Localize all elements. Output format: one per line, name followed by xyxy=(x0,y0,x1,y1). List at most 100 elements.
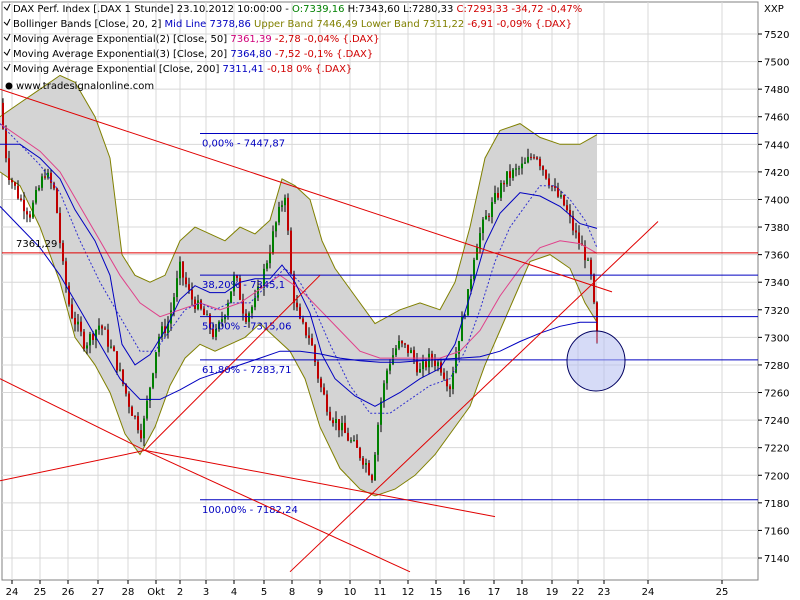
candle-body xyxy=(329,411,331,420)
candle-body xyxy=(287,197,289,231)
legend-row: DAX Perf. Index [.DAX 1 Stunde] 23.10.20… xyxy=(13,4,582,15)
candle-body xyxy=(137,416,139,431)
candle-body xyxy=(419,369,421,373)
legend-part: DAX Perf. Index [.DAX 1 Stunde] 23.10.20… xyxy=(13,4,292,15)
series-check-icon xyxy=(3,3,11,11)
candle-body xyxy=(551,185,553,187)
candle-body xyxy=(143,418,145,439)
y-tick-label: 7520 xyxy=(764,30,789,41)
candle-body xyxy=(242,299,244,314)
candle-body xyxy=(38,187,40,190)
candle-body xyxy=(398,341,400,349)
legend-part: Upper Band 7446,49 Lower Band 7311,22 xyxy=(254,19,464,30)
candle-body xyxy=(209,314,211,329)
candle-body xyxy=(290,230,292,274)
candle-body xyxy=(227,302,229,316)
candle-body xyxy=(401,341,403,344)
candle-body xyxy=(515,168,517,170)
y-tick-label: 7340 xyxy=(764,278,789,289)
y-tick-label: 7360 xyxy=(764,251,789,262)
legend-row: Moving Average Exponential(2) [Close, 50… xyxy=(13,34,380,45)
y-tick-label: 7220 xyxy=(764,444,789,455)
candle-body xyxy=(29,214,31,218)
candle-body xyxy=(395,348,397,356)
candle-body xyxy=(527,156,529,163)
candle-body xyxy=(362,458,364,465)
candle-body xyxy=(104,328,106,330)
candle-body xyxy=(32,202,34,218)
candle-body xyxy=(368,463,370,475)
candle-body xyxy=(497,193,499,198)
candle-body xyxy=(473,259,475,280)
candle-body xyxy=(272,231,274,253)
candle-body xyxy=(134,415,136,417)
legend-part: H:7343,60 L:7280,33 xyxy=(344,4,456,15)
candle-body xyxy=(182,261,184,278)
candle-body xyxy=(248,313,250,322)
candle-body xyxy=(572,216,574,231)
series-check-icon xyxy=(3,33,11,41)
candle-body xyxy=(488,215,490,217)
y-tick-label: 7460 xyxy=(764,113,789,124)
candle-body xyxy=(230,291,232,303)
candle-body xyxy=(125,383,127,394)
candle-body xyxy=(218,321,220,329)
candle-body xyxy=(566,205,568,210)
candle-body xyxy=(95,329,97,340)
candle-body xyxy=(443,372,445,379)
moving-averages xyxy=(0,123,598,414)
candle-body xyxy=(335,419,337,423)
candle-body xyxy=(299,307,301,319)
legend-part: Moving Average Exponential(2) [Close, 50… xyxy=(13,34,230,45)
x-tick-label: 25 xyxy=(34,587,47,598)
candle-body xyxy=(128,393,130,407)
candle-body xyxy=(461,316,463,342)
x-tick-label: 3 xyxy=(203,587,209,598)
candle-body xyxy=(269,252,271,264)
x-tick-label: 23 xyxy=(598,587,611,598)
y-tick-label: 7300 xyxy=(764,333,789,344)
channel-line-down xyxy=(144,449,411,573)
x-tick-label: 24 xyxy=(642,587,655,598)
x-tick-label: 24 xyxy=(6,587,19,598)
candle-body xyxy=(593,274,595,303)
candle-body xyxy=(35,190,37,203)
candle-body xyxy=(5,128,7,159)
legend: DAX Perf. Index [.DAX 1 Stunde] 23.10.20… xyxy=(3,3,582,75)
candle-body xyxy=(422,361,424,370)
candle-body xyxy=(140,430,142,439)
candle-body xyxy=(266,263,268,269)
candle-body xyxy=(449,386,451,390)
symbol-label: XXP xyxy=(764,4,784,15)
candle-body xyxy=(92,334,94,340)
x-tick-label: 9 xyxy=(317,587,323,598)
legend-row: Moving Average Exponential [Close, 200] … xyxy=(13,64,352,75)
candle-body xyxy=(11,180,13,183)
candle-body xyxy=(482,219,484,234)
fib-level-label: 50,00% - 7315,06 xyxy=(202,322,291,333)
ema-20-line xyxy=(0,123,598,414)
legend-part: 7364,80 xyxy=(230,49,271,60)
x-tick-label: 11 xyxy=(374,587,387,598)
candle-body xyxy=(545,170,547,179)
legend-part: Bollinger Bands [Close, 20, 2] xyxy=(13,19,165,30)
candle-body xyxy=(224,315,226,320)
ema-50-line xyxy=(0,123,598,359)
candle-body xyxy=(494,193,496,203)
candle-body xyxy=(221,319,223,322)
candle-body xyxy=(563,195,565,206)
bollinger-mid-line xyxy=(0,143,598,407)
fib-level-label: 100,00% - 7182,24 xyxy=(202,505,298,516)
candle-body xyxy=(425,361,427,368)
candle-body xyxy=(452,372,454,390)
y-tick-label: 7320 xyxy=(764,306,789,317)
candle-body xyxy=(20,198,22,200)
candle-body xyxy=(86,345,88,349)
candle-body xyxy=(2,102,4,129)
x-tick-label: 27 xyxy=(92,587,105,598)
candle-body xyxy=(146,400,148,419)
candle-body xyxy=(320,378,322,388)
candle-body xyxy=(251,307,253,314)
candle-body xyxy=(200,300,202,309)
